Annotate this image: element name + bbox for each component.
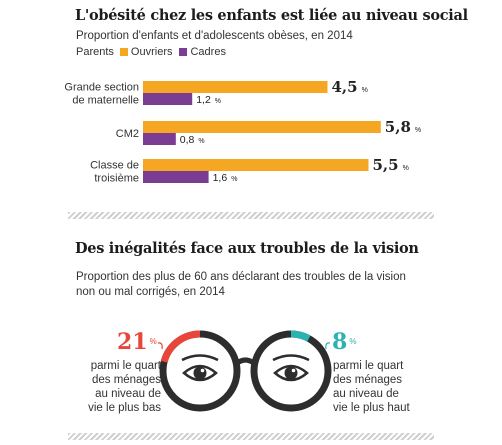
bar-cadres	[143, 133, 176, 145]
legend-swatch-ouvriers	[119, 48, 128, 56]
category-label: de maternelle	[72, 95, 139, 107]
bar-ouvriers	[143, 81, 328, 93]
legend-swatch-cadres	[179, 48, 188, 56]
data-label-unit: %	[362, 87, 368, 94]
right-pupil	[284, 366, 298, 380]
chart-title: L'obésité chez les enfants est liée au n…	[75, 7, 468, 24]
stat-high-income-unit: %	[349, 337, 357, 346]
section-divider	[68, 212, 434, 219]
vision-title: Des inégalités face aux troubles de la v…	[75, 240, 419, 257]
right-lens-arc	[290, 330, 311, 342]
bar-ouvriers	[143, 121, 381, 133]
category-label: Classe de	[90, 160, 139, 172]
stat-low-income-label: parmi le quart des ménages au niveau de …	[88, 360, 161, 414]
legend-title: Parents	[76, 46, 114, 58]
data-label-unit: %	[198, 138, 204, 145]
stat-high-income: 8%	[332, 331, 356, 353]
category-label: CM2	[116, 128, 139, 140]
left-pupil	[193, 366, 207, 380]
glasses-bridge	[234, 357, 257, 366]
left-pupil-highlight	[200, 368, 205, 373]
data-label-unit: %	[215, 98, 221, 105]
stat-low-income-unit: %	[149, 337, 157, 346]
vision-subtitle: Proportion des plus de 60 ans déclarant …	[76, 271, 406, 298]
right-pointer	[325, 342, 331, 350]
left-lens-arc	[160, 330, 201, 363]
legend-label-ouvriers: Ouvriers	[130, 46, 173, 58]
bar-cadres	[143, 171, 209, 183]
data-label-unit: %	[403, 165, 409, 172]
legend-item-cadres: Cadres	[179, 46, 226, 58]
stat-low-income: 21%	[117, 331, 157, 353]
chart-subtitle: Proportion d'enfants et d'adolescents ob…	[76, 30, 353, 42]
data-label-unit: %	[231, 176, 237, 183]
category-label: Grande section	[64, 82, 139, 94]
bar-ouvriers	[143, 159, 369, 171]
bottom-divider	[68, 433, 434, 440]
stat-high-income-value: 8	[332, 329, 348, 355]
stat-low-income-value: 21	[117, 329, 148, 355]
bar-cadres	[143, 93, 193, 105]
category-label: troisième	[94, 173, 139, 185]
right-eyelid	[272, 354, 310, 362]
left-pointer	[157, 342, 163, 350]
left-eyelid	[181, 354, 219, 362]
right-pupil-highlight	[291, 368, 296, 373]
stat-high-income-label: parmi le quart des ménages au niveau de …	[333, 360, 410, 414]
legend-item-ouvriers: Ouvriers	[119, 46, 173, 58]
legend-label-cadres: Cadres	[190, 46, 226, 58]
legend: Parents Ouvriers Cadres	[76, 46, 233, 58]
data-label-unit: %	[415, 127, 421, 134]
